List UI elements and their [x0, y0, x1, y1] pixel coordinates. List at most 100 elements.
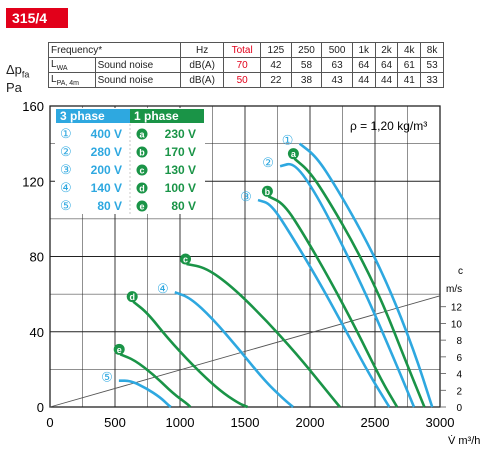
- table-cell: 50: [223, 72, 262, 88]
- legend-label-3phase: 280 V: [91, 145, 122, 159]
- velocity-unit: m/s: [446, 284, 462, 295]
- y-axis-label: Δpfa: [6, 62, 29, 80]
- curve-marker-dot: [113, 343, 125, 355]
- fan-curve-1phase: [267, 195, 399, 408]
- legend-label-1phase: 80 V: [171, 199, 196, 213]
- table-header-cell: 8k: [420, 42, 444, 58]
- fan-curve-3phase: [257, 198, 391, 408]
- legend-marker-3phase: ②: [60, 144, 72, 159]
- legend-label-3phase: 400 V: [91, 127, 122, 141]
- table-cell: dB(A): [180, 72, 225, 88]
- x-tick-label: 0: [46, 415, 53, 430]
- curve-marker-dot: [180, 253, 191, 265]
- legend-title-3phase: 3 phase: [60, 109, 105, 123]
- row-symbol: L: [51, 73, 57, 85]
- curve-marker: ④: [157, 281, 169, 296]
- fan-curve-3phase: [298, 142, 434, 408]
- velocity-scale: 0 2 4 6 8 10 12 c m/s: [49, 266, 463, 414]
- legend-label-1phase: 130 V: [165, 163, 196, 177]
- legend-marker-1phase: b: [139, 148, 145, 158]
- curve-marker: d: [129, 292, 135, 302]
- velocity-tick-label: 2: [456, 386, 462, 397]
- y-tick-label: 80: [30, 250, 44, 265]
- fan-curve-1phase: [119, 353, 192, 409]
- table-row: LPA, 4m Sound noise dB(A) 50 22 38 43 44…: [48, 72, 444, 88]
- x-tick-label: 1500: [231, 415, 260, 430]
- legend-marker-1phase: d: [139, 184, 145, 194]
- legend-label-1phase: 170 V: [165, 145, 196, 159]
- fan-curve-3phase: [279, 162, 416, 408]
- velocity-label: c: [458, 266, 463, 277]
- y-tick-label: 0: [37, 400, 44, 415]
- curve-marker: ③: [240, 189, 252, 204]
- curve-marker: ⑤: [101, 370, 113, 385]
- legend-marker-3phase: ①: [60, 126, 72, 141]
- y-axis-label-sub: fa: [21, 69, 30, 80]
- y-axis-unit: Pa: [6, 80, 22, 95]
- row-symbol-sub: WA: [56, 64, 68, 72]
- curve-marker-dot: [287, 148, 299, 160]
- legend-marker-1phase: a: [139, 130, 145, 140]
- velocity-tick-label: 4: [456, 370, 462, 381]
- row-symbol: L: [51, 58, 57, 70]
- legend-label-3phase: 140 V: [91, 181, 122, 195]
- legend-marker-3phase: ④: [60, 180, 72, 195]
- table-cell: LPA, 4m: [48, 72, 96, 88]
- velocity-tick-label: 6: [456, 353, 462, 364]
- y-tick-label: 120: [22, 174, 44, 189]
- density-annotation: ρ = 1,20 kg/m³: [350, 119, 427, 133]
- y-axis-label-main: Δp: [6, 62, 22, 77]
- table-cell: 38: [290, 72, 323, 88]
- curve-marker: ②: [262, 155, 274, 170]
- curve-marker: ①: [282, 133, 294, 148]
- fan-curve-3phase: [118, 379, 173, 409]
- fan-curve-1phase: [132, 300, 249, 409]
- x-tick-label: 1000: [166, 415, 195, 430]
- velocity-tick-label: 12: [451, 303, 463, 314]
- x-tick-label: 2000: [296, 415, 325, 430]
- row-symbol-sub: PA, 4m: [56, 79, 79, 87]
- legend-marker-3phase: ③: [60, 162, 72, 177]
- table-cell: 33: [420, 72, 444, 88]
- fan-curve-1phase: [293, 157, 426, 408]
- legend-label-1phase: 230 V: [165, 127, 196, 141]
- velocity-tick-label: 0: [456, 403, 462, 414]
- curve-marker-dot: [261, 185, 273, 197]
- legend-header-1phase: [130, 109, 204, 123]
- legend-marker-dot-1phase: [136, 200, 148, 212]
- velocity-tick-label: 10: [451, 319, 463, 330]
- sound-noise-table: Frequency* Hz Total 125 250 500 1k 2k 4k…: [47, 42, 444, 88]
- legend-marker-3phase: ⑤: [60, 198, 72, 213]
- y-tick-label: 160: [22, 99, 44, 114]
- curve-marker: a: [291, 149, 297, 159]
- legend-header-3phase: [56, 109, 130, 123]
- table-header-row: Frequency* Hz Total 125 250 500 1k 2k 4k…: [47, 42, 444, 58]
- legend-marker-dot-1phase: [136, 146, 148, 158]
- legend-label-3phase: 80 V: [97, 199, 122, 213]
- velocity-tick-label: 8: [456, 336, 462, 347]
- legend-title-1phase: 1 phase: [134, 109, 179, 123]
- y-tick-label: 40: [30, 325, 44, 340]
- table-row: LWA Sound noise dB(A) 70 42 58 63 64 64 …: [48, 57, 444, 73]
- legend-marker-1phase: e: [139, 202, 144, 212]
- curve-marker-dot: [126, 291, 138, 303]
- chart-axes: 0 500 1000 1500 2000 2500 3000 0 40 80 120 160: [22, 99, 454, 430]
- x-tick-label: 3000: [426, 415, 455, 430]
- fan-curve-1phase: [186, 262, 341, 408]
- legend-marker-dot-1phase: [136, 128, 148, 140]
- legend-marker-1phase: c: [139, 166, 144, 176]
- legend-marker-dot-1phase: [136, 182, 148, 194]
- legend-marker-dot-1phase: [136, 164, 148, 176]
- chart-legend: 3 phase 1 phase ① 400 V ② 280 V ③ 200 V ④ 140 V ⑤ 8…: [55, 108, 205, 214]
- legend-label-3phase: 200 V: [91, 163, 122, 177]
- x-tick-label: 500: [104, 415, 126, 430]
- curve-marker: b: [265, 187, 271, 197]
- fan-curve-3phase: [174, 291, 295, 409]
- curve-marker: c: [183, 255, 188, 265]
- legend-label-1phase: 100 V: [165, 181, 196, 195]
- x-axis-label: V̇ m³/h: [448, 434, 480, 447]
- x-tick-label: 2500: [361, 415, 390, 430]
- curve-marker: e: [117, 345, 122, 355]
